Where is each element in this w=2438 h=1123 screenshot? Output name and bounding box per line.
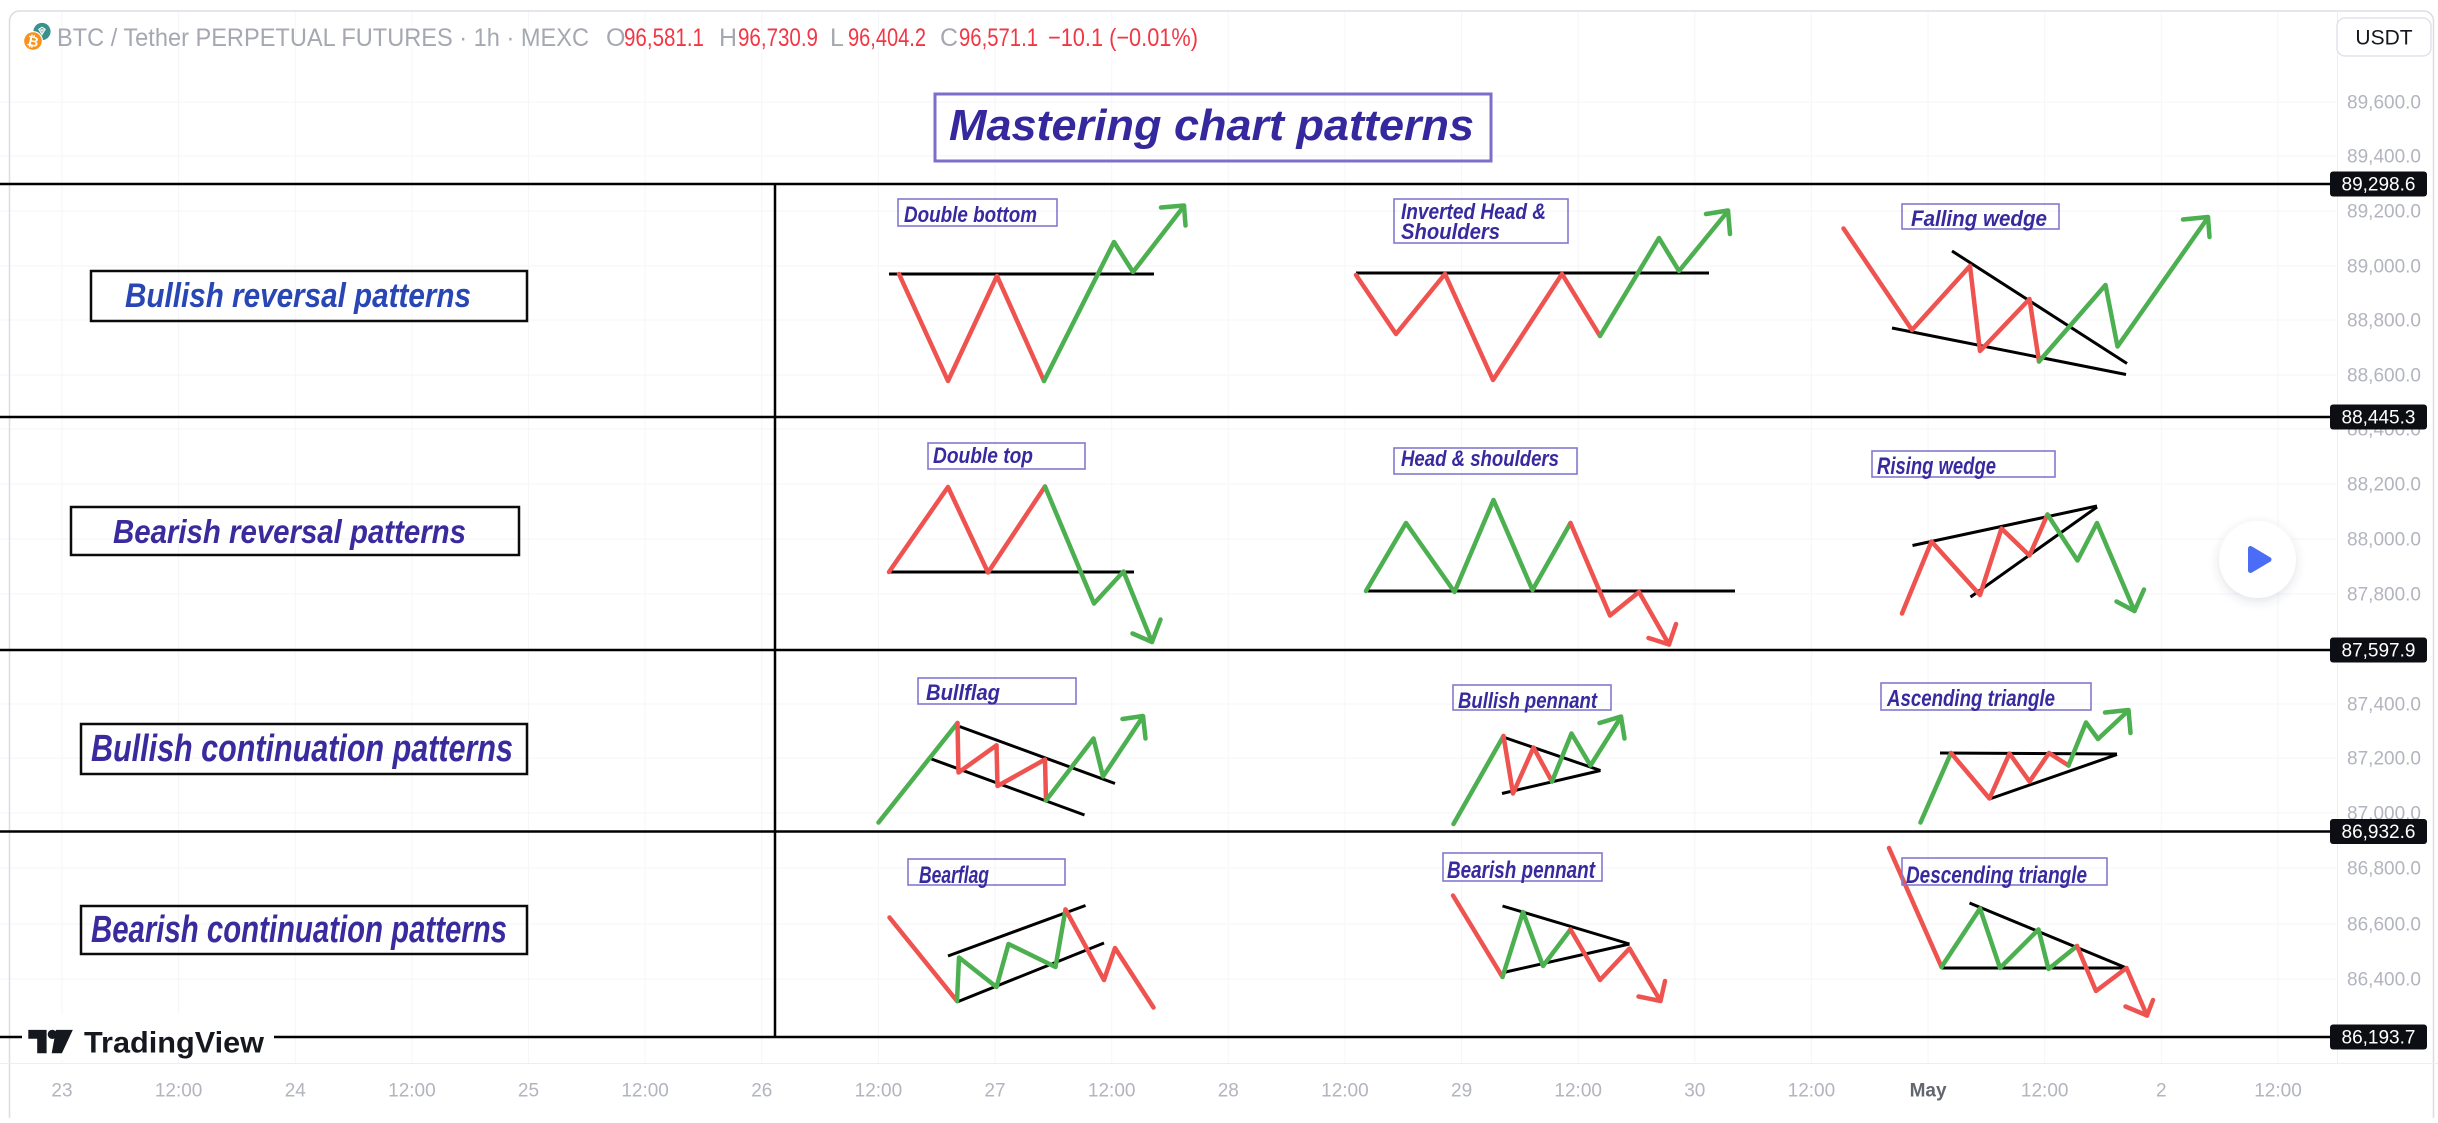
svg-text:Bullish continuation patterns: Bullish continuation patterns (91, 728, 513, 770)
svg-text:89,298.6: 89,298.6 (2342, 175, 2416, 196)
svg-text:Bearflag: Bearflag (919, 862, 989, 889)
svg-text:27: 27 (984, 1081, 1005, 1102)
svg-text:Shoulders: Shoulders (1401, 219, 1500, 244)
svg-text:89,600.0: 89,600.0 (2347, 93, 2421, 114)
svg-text:96,404.2: 96,404.2 (848, 24, 926, 52)
svg-text:Bullish reversal patterns: Bullish reversal patterns (125, 277, 471, 315)
svg-text:May: May (1910, 1081, 1947, 1102)
svg-text:88,200.0: 88,200.0 (2347, 475, 2421, 496)
svg-text:C: C (940, 24, 958, 52)
svg-text:Falling wedge: Falling wedge (1911, 206, 2047, 231)
svg-text:88,445.3: 88,445.3 (2342, 408, 2416, 429)
svg-text:USDT: USDT (2355, 27, 2412, 50)
svg-text:88,800.0: 88,800.0 (2347, 311, 2421, 332)
svg-text:Bullish pennant: Bullish pennant (1458, 688, 1598, 713)
svg-text:12:00: 12:00 (855, 1081, 903, 1102)
svg-text:28: 28 (1218, 1081, 1239, 1102)
svg-text:Head & shoulders: Head & shoulders (1401, 446, 1559, 471)
svg-text:Bearish pennant: Bearish pennant (1447, 857, 1596, 884)
svg-text:12:00: 12:00 (2254, 1081, 2302, 1102)
svg-text:87,800.0: 87,800.0 (2347, 585, 2421, 606)
svg-text:88,000.0: 88,000.0 (2347, 530, 2421, 551)
svg-text:86,193.7: 86,193.7 (2342, 1028, 2416, 1049)
svg-text:12:00: 12:00 (2021, 1081, 2069, 1102)
svg-text:24: 24 (285, 1081, 307, 1102)
svg-text:Bearish continuation patterns: Bearish continuation patterns (91, 909, 507, 951)
svg-text:Bullflag: Bullflag (926, 680, 1001, 705)
svg-text:12:00: 12:00 (1788, 1081, 1836, 1102)
svg-text:12:00: 12:00 (1088, 1081, 1136, 1102)
svg-text:30: 30 (1684, 1081, 1705, 1102)
svg-text:12:00: 12:00 (155, 1081, 203, 1102)
svg-text:Inverted Head &: Inverted Head & (1401, 199, 1546, 224)
svg-text:12:00: 12:00 (388, 1081, 436, 1102)
svg-text:L: L (830, 24, 844, 52)
svg-text:TradingView: TradingView (84, 1027, 265, 1060)
svg-text:Double top: Double top (933, 443, 1033, 468)
svg-text:89,400.0: 89,400.0 (2347, 147, 2421, 168)
svg-text:26: 26 (751, 1081, 772, 1102)
svg-text:86,400.0: 86,400.0 (2347, 970, 2421, 991)
svg-text:12:00: 12:00 (1554, 1081, 1602, 1102)
svg-text:87,597.9: 87,597.9 (2342, 641, 2416, 662)
svg-text:12:00: 12:00 (1321, 1081, 1369, 1102)
svg-text:89,200.0: 89,200.0 (2347, 202, 2421, 223)
svg-text:2: 2 (2156, 1081, 2167, 1102)
svg-text:88,600.0: 88,600.0 (2347, 366, 2421, 387)
svg-text:89,000.0: 89,000.0 (2347, 257, 2421, 278)
svg-text:87,400.0: 87,400.0 (2347, 695, 2421, 716)
svg-text:Mastering chart patterns: Mastering chart patterns (949, 101, 1474, 150)
svg-text:Rising wedge: Rising wedge (1877, 453, 1996, 480)
svg-text:−10.1 (−0.01%): −10.1 (−0.01%) (1048, 24, 1198, 52)
svg-text:96,581.1: 96,581.1 (624, 24, 704, 52)
svg-text:96,730.9: 96,730.9 (738, 24, 818, 52)
svg-text:BTC / Tether PERPETUAL FUTURES: BTC / Tether PERPETUAL FUTURES · 1h · ME… (57, 24, 589, 52)
svg-text:86,800.0: 86,800.0 (2347, 859, 2421, 880)
svg-text:86,932.6: 86,932.6 (2342, 822, 2416, 843)
svg-text:12:00: 12:00 (621, 1081, 669, 1102)
svg-text:87,200.0: 87,200.0 (2347, 749, 2421, 770)
svg-text:Double bottom: Double bottom (904, 202, 1037, 227)
svg-text:H: H (719, 24, 737, 52)
svg-text:96,571.1: 96,571.1 (959, 24, 1038, 52)
svg-text:Bearish reversal patterns: Bearish reversal patterns (113, 513, 466, 550)
svg-text:Descending triangle: Descending triangle (1906, 862, 2087, 889)
svg-text:29: 29 (1451, 1081, 1472, 1102)
svg-text:Ascending triangle: Ascending triangle (1886, 685, 2055, 711)
svg-text:25: 25 (518, 1081, 539, 1102)
svg-text:86,600.0: 86,600.0 (2347, 915, 2421, 936)
svg-text:23: 23 (51, 1081, 72, 1102)
svg-text:O: O (606, 24, 625, 52)
svg-text:₿: ₿ (26, 32, 40, 50)
